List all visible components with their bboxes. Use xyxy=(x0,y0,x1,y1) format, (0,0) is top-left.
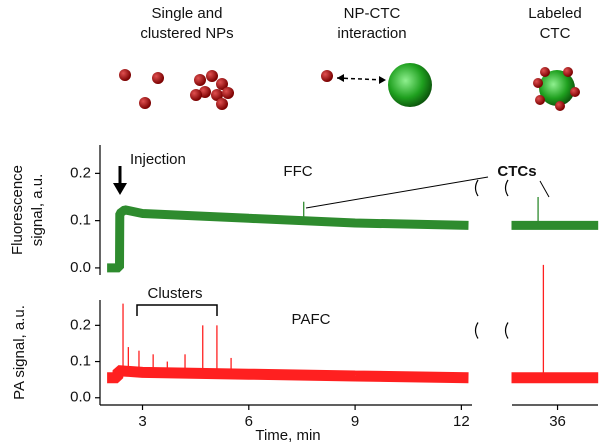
signal-trace xyxy=(107,205,469,273)
nanoparticle xyxy=(119,69,131,81)
clusters-bracket xyxy=(136,304,218,316)
illustration-label: Single and xyxy=(152,5,223,22)
signal-trace xyxy=(107,365,469,384)
y-axis-label: PA signal, a.u. xyxy=(11,305,28,400)
x-tick-label: 9 xyxy=(351,413,359,430)
annotation: Injection xyxy=(130,151,186,168)
y-tick-label: 0.1 xyxy=(70,353,91,370)
pointer-line xyxy=(305,176,489,209)
axis-break xyxy=(474,179,509,197)
injection-arrowhead xyxy=(113,183,127,195)
nanoparticle xyxy=(321,70,333,82)
panel-title: PAFC xyxy=(292,311,331,328)
illustration xyxy=(119,63,580,111)
annotation: Clusters xyxy=(147,285,202,302)
labeled-ctc xyxy=(539,70,575,106)
y-axis-label: signal, a.u. xyxy=(29,174,46,247)
illustration-label: NP-CTC xyxy=(344,5,401,22)
axis-break xyxy=(474,322,509,339)
np-cluster xyxy=(190,70,234,110)
x-axis-label: Time, min xyxy=(255,427,320,444)
y-tick-label: 0.1 xyxy=(70,212,91,229)
nanoparticle xyxy=(139,97,151,109)
illustration-label: interaction xyxy=(337,25,406,42)
x-tick-label: 12 xyxy=(453,413,470,430)
bound-nps xyxy=(533,67,580,111)
illustration-label: Labeled xyxy=(528,5,581,22)
panel-title: FFC xyxy=(283,163,312,180)
ctc xyxy=(388,63,432,107)
y-tick-label: 0.0 xyxy=(70,259,91,276)
y-tick-label: 0.2 xyxy=(70,316,91,333)
x-tick-label: 36 xyxy=(549,413,566,430)
illustration-label: CTC xyxy=(540,25,571,42)
y-tick-label: 0.0 xyxy=(70,389,91,406)
nanoparticle xyxy=(152,72,164,84)
illustration-label: clustered NPs xyxy=(140,25,233,42)
pointer-line xyxy=(539,180,550,198)
annotation: CTCs xyxy=(497,163,536,180)
x-tick-label: 6 xyxy=(245,413,253,430)
interaction-arrow xyxy=(336,77,386,81)
y-axis-label: Fluorescence xyxy=(9,165,26,255)
x-tick-label: 3 xyxy=(138,413,146,430)
y-tick-label: 0.2 xyxy=(70,164,91,181)
